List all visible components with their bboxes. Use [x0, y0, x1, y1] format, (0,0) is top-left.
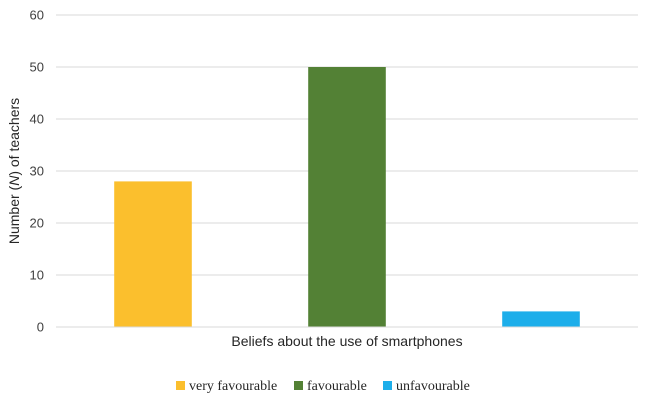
y-axis-title-part-2: N [6, 175, 22, 186]
y-tick-label: 40 [30, 112, 44, 127]
y-tick-label: 0 [37, 320, 44, 335]
y-tick-label: 10 [30, 268, 44, 283]
legend-label-favourable: favourable [307, 379, 367, 394]
y-tick-label: 30 [30, 164, 44, 179]
y-axis-title-part-1: Number ( [6, 185, 22, 244]
legend-swatch-unfavourable [383, 381, 392, 390]
bar-very-favourable [114, 181, 192, 327]
bar-unfavourable [502, 311, 580, 327]
legend-swatch-favourable [294, 381, 303, 390]
y-tick-label: 20 [30, 216, 44, 231]
y-tick-label: 50 [30, 60, 44, 75]
legend-label-very-favourable: very favourable [189, 379, 277, 394]
legend: very favourable favourable unfavourable [176, 379, 470, 394]
legend-swatch-very-favourable [176, 381, 185, 390]
bars [114, 67, 580, 327]
y-axis-title-part-3: ) of teachers [6, 98, 22, 176]
bar-favourable [308, 67, 386, 327]
y-tick-label: 60 [30, 8, 44, 23]
legend-label-unfavourable: unfavourable [396, 379, 470, 394]
x-axis-title: Beliefs about the use of smartphones [231, 333, 462, 349]
y-axis-ticks: 0 10 20 30 40 50 60 [30, 8, 44, 335]
y-axis-title: Number (N) of teachers [6, 98, 22, 244]
